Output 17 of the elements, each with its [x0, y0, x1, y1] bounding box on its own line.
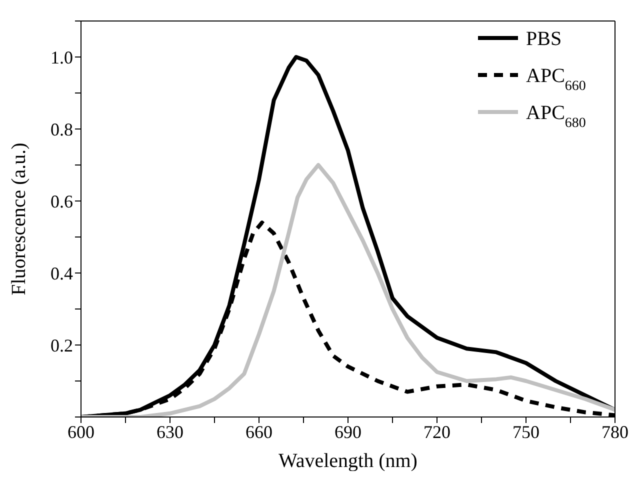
y-tick-label: 0.4 — [50, 263, 73, 284]
x-tick-label: 690 — [334, 422, 362, 442]
legend-label: PBS — [526, 28, 562, 50]
legend-label: APC$_{680}$ — [526, 102, 586, 130]
legend-label: APC$_{660}$ — [526, 65, 586, 94]
y-tick-label: 0.8 — [50, 119, 73, 140]
y-tick-label: 0.6 — [50, 191, 73, 212]
y-tick-label: 0.2 — [50, 335, 73, 356]
x-tick-label: 720 — [424, 422, 450, 442]
y-axis-title: Fluorescence (a.u.) — [8, 142, 30, 296]
y-tick-label: 1.0 — [50, 47, 73, 68]
x-tick-label: 660 — [246, 422, 272, 442]
x-tick-label: 600 — [68, 422, 94, 442]
x-tick-label: 780 — [602, 422, 628, 442]
x-tick-label: 630 — [156, 422, 184, 442]
x-tick-label: 750 — [512, 422, 540, 442]
x-axis-title: Wavelength (nm) — [278, 450, 418, 472]
